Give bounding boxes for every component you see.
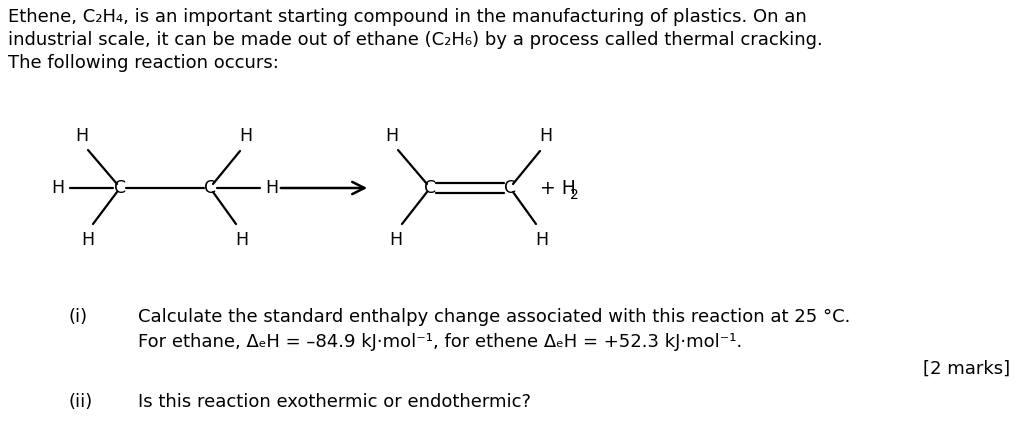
Text: H: H xyxy=(76,127,88,145)
Text: C: C xyxy=(114,179,126,197)
Text: For ethane, ΔₑH = –84.9 kJ·mol⁻¹, for ethene ΔₑH = +52.3 kJ·mol⁻¹.: For ethane, ΔₑH = –84.9 kJ·mol⁻¹, for et… xyxy=(138,333,742,351)
Text: H: H xyxy=(385,127,398,145)
Text: H: H xyxy=(389,231,402,249)
Text: Ethene, C₂H₄, is an important starting compound in the manufacturing of plastics: Ethene, C₂H₄, is an important starting c… xyxy=(8,8,807,26)
Text: H: H xyxy=(236,231,249,249)
Text: (ii): (ii) xyxy=(68,393,92,411)
Text: H: H xyxy=(265,179,279,197)
Text: C: C xyxy=(424,179,436,197)
Text: [2 marks]: [2 marks] xyxy=(923,360,1010,378)
Text: Is this reaction exothermic or endothermic?: Is this reaction exothermic or endotherm… xyxy=(138,393,531,411)
Text: H: H xyxy=(82,231,94,249)
Text: H: H xyxy=(536,231,549,249)
Text: + H: + H xyxy=(540,178,575,198)
Text: H: H xyxy=(51,179,65,197)
Text: (i): (i) xyxy=(68,308,87,326)
Text: Calculate the standard enthalpy change associated with this reaction at 25 °C.: Calculate the standard enthalpy change a… xyxy=(138,308,850,326)
Text: The following reaction occurs:: The following reaction occurs: xyxy=(8,54,279,72)
Text: C: C xyxy=(504,179,516,197)
Text: H: H xyxy=(540,127,553,145)
Text: 2: 2 xyxy=(570,188,579,202)
Text: C: C xyxy=(204,179,216,197)
Text: H: H xyxy=(240,127,253,145)
Text: industrial scale, it can be made out of ethane (C₂H₆) by a process called therma: industrial scale, it can be made out of … xyxy=(8,31,822,49)
